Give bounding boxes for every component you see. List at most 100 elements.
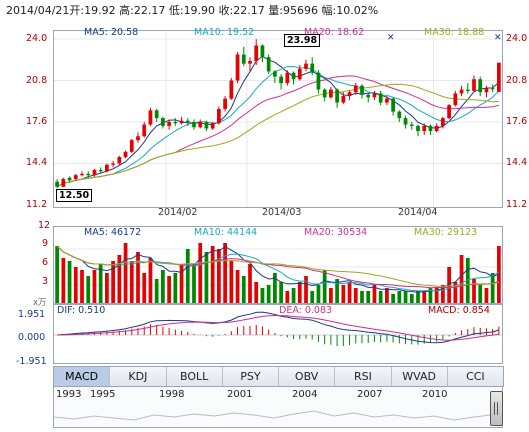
- candle-body: [347, 92, 352, 97]
- tab-macd[interactable]: MACD: [54, 367, 111, 386]
- volume-bar: [105, 273, 109, 303]
- indicator-tabs: MACD KDJ BOLL PSY OBV RSI WVAD CCI: [53, 366, 504, 387]
- macd-panel[interactable]: DIF: 0.510 DEA: 0.083 MACD: 0.854: [53, 304, 503, 364]
- candle-body: [105, 164, 109, 172]
- candle-body: [55, 181, 59, 187]
- candle-body: [80, 173, 84, 176]
- volume-bar: [490, 273, 495, 303]
- candle-body: [291, 72, 296, 80]
- ma5-line: [56, 55, 500, 188]
- vol-label: 量:: [268, 4, 283, 17]
- candle-body: [490, 88, 495, 90]
- candle-body: [285, 72, 290, 84]
- candle-body: [428, 125, 433, 132]
- volume-bar: [192, 264, 196, 303]
- candle-body: [235, 54, 240, 81]
- candle-body: [304, 63, 308, 69]
- candle-body: [148, 110, 153, 125]
- volume-bar: [266, 285, 271, 303]
- volume-bar: [73, 267, 78, 303]
- candlestick-chart[interactable]: [54, 31, 502, 207]
- candle-body: [478, 79, 483, 93]
- candle-body: [422, 125, 427, 132]
- y-tick-right: 17.6: [506, 116, 528, 127]
- volume-bar: [478, 285, 483, 303]
- volume-bar: [453, 282, 458, 303]
- volume-bar: [447, 267, 451, 303]
- candle-body: [335, 89, 339, 103]
- candle-body: [123, 151, 128, 158]
- tab-wvad[interactable]: WVAD: [392, 367, 448, 386]
- volume-bar: [235, 270, 240, 303]
- vol-ma5-label: MA5: 46172: [84, 227, 142, 238]
- y-tick-right: 20.8: [506, 75, 528, 86]
- vol-ma30-label: MA30: 29123: [414, 227, 478, 238]
- volume-bar: [173, 273, 178, 303]
- tab-psy[interactable]: PSY: [223, 367, 279, 386]
- volume-bar: [353, 288, 358, 303]
- candle-body: [136, 136, 140, 141]
- vol-y-tick: 12: [38, 220, 51, 231]
- candle-body: [167, 122, 171, 126]
- volume-bar: [229, 261, 234, 303]
- year-label: 1998: [159, 389, 185, 400]
- y-tick-left: 14.4: [26, 157, 48, 168]
- x-tick: 2014/03: [262, 207, 302, 218]
- time-navigator[interactable]: 1993 1995 1998 2001 2004 2007 2010: [53, 386, 503, 428]
- candle-body: [61, 179, 66, 187]
- volume-bar: [161, 270, 165, 303]
- volume-bar: [366, 291, 371, 303]
- tab-kdj[interactable]: KDJ: [110, 367, 167, 386]
- volume-bar: [329, 288, 333, 303]
- volume-bar: [335, 279, 339, 303]
- volume-bar: [416, 291, 420, 303]
- y-tick-left: 11.2: [26, 199, 48, 210]
- vol-ma10-label: MA10: 44144: [194, 227, 258, 238]
- candle-body: [98, 169, 103, 172]
- volume-bar: [472, 279, 476, 303]
- volume-bar: [179, 264, 184, 303]
- x-tick: 2014/02: [158, 207, 198, 218]
- candle-body: [472, 79, 476, 91]
- candle-body: [173, 122, 178, 124]
- volume-panel[interactable]: MA5: 46172 MA10: 44144 MA20: 30534 MA30:…: [53, 226, 503, 304]
- candle-body: [360, 85, 364, 95]
- chg-label: 幅:: [321, 4, 337, 17]
- candle-body: [409, 124, 414, 126]
- volume-bar: [316, 285, 321, 303]
- y-tick-right: 24.0: [506, 33, 528, 44]
- high-label: 高:: [119, 4, 134, 17]
- candle-body: [484, 88, 489, 93]
- year-label: 2007: [357, 389, 383, 400]
- volume-bar: [248, 264, 252, 303]
- volume-bar: [279, 282, 283, 303]
- tab-boll[interactable]: BOLL: [167, 367, 223, 386]
- ma30-line: [56, 83, 499, 188]
- chg-value: 10.02%: [336, 4, 379, 17]
- candle-body: [248, 61, 252, 64]
- candle-body: [385, 98, 389, 103]
- candle-body: [497, 62, 501, 92]
- candle-body: [185, 120, 190, 122]
- tab-obv[interactable]: OBV: [279, 367, 336, 386]
- volume-bar: [260, 288, 265, 303]
- volume-bar: [403, 291, 408, 303]
- volume-bar: [360, 291, 364, 303]
- vol-ma5-line: [56, 245, 500, 293]
- navigator-handle[interactable]: [490, 391, 503, 426]
- y-tick-left: 17.6: [26, 116, 48, 127]
- volume-bar: [347, 282, 352, 303]
- high-value: 22.17: [133, 4, 166, 17]
- vol-y-tick: 6: [42, 257, 49, 268]
- price-panel[interactable]: MA5: 20.58 MA10: 19.52 MA20: 18.62 MA30:…: [53, 27, 503, 208]
- volume-bar: [341, 285, 346, 303]
- year-label: 2001: [227, 389, 253, 400]
- y-tick-right: 14.4: [506, 157, 528, 168]
- tab-cci[interactable]: CCI: [466, 370, 485, 383]
- open-label: 开:: [69, 4, 85, 17]
- candle-body: [254, 45, 259, 62]
- tab-rsi[interactable]: RSI: [335, 367, 392, 386]
- volume-bar: [428, 288, 433, 303]
- volume-chart[interactable]: [54, 227, 502, 303]
- macd-chart[interactable]: [54, 305, 502, 363]
